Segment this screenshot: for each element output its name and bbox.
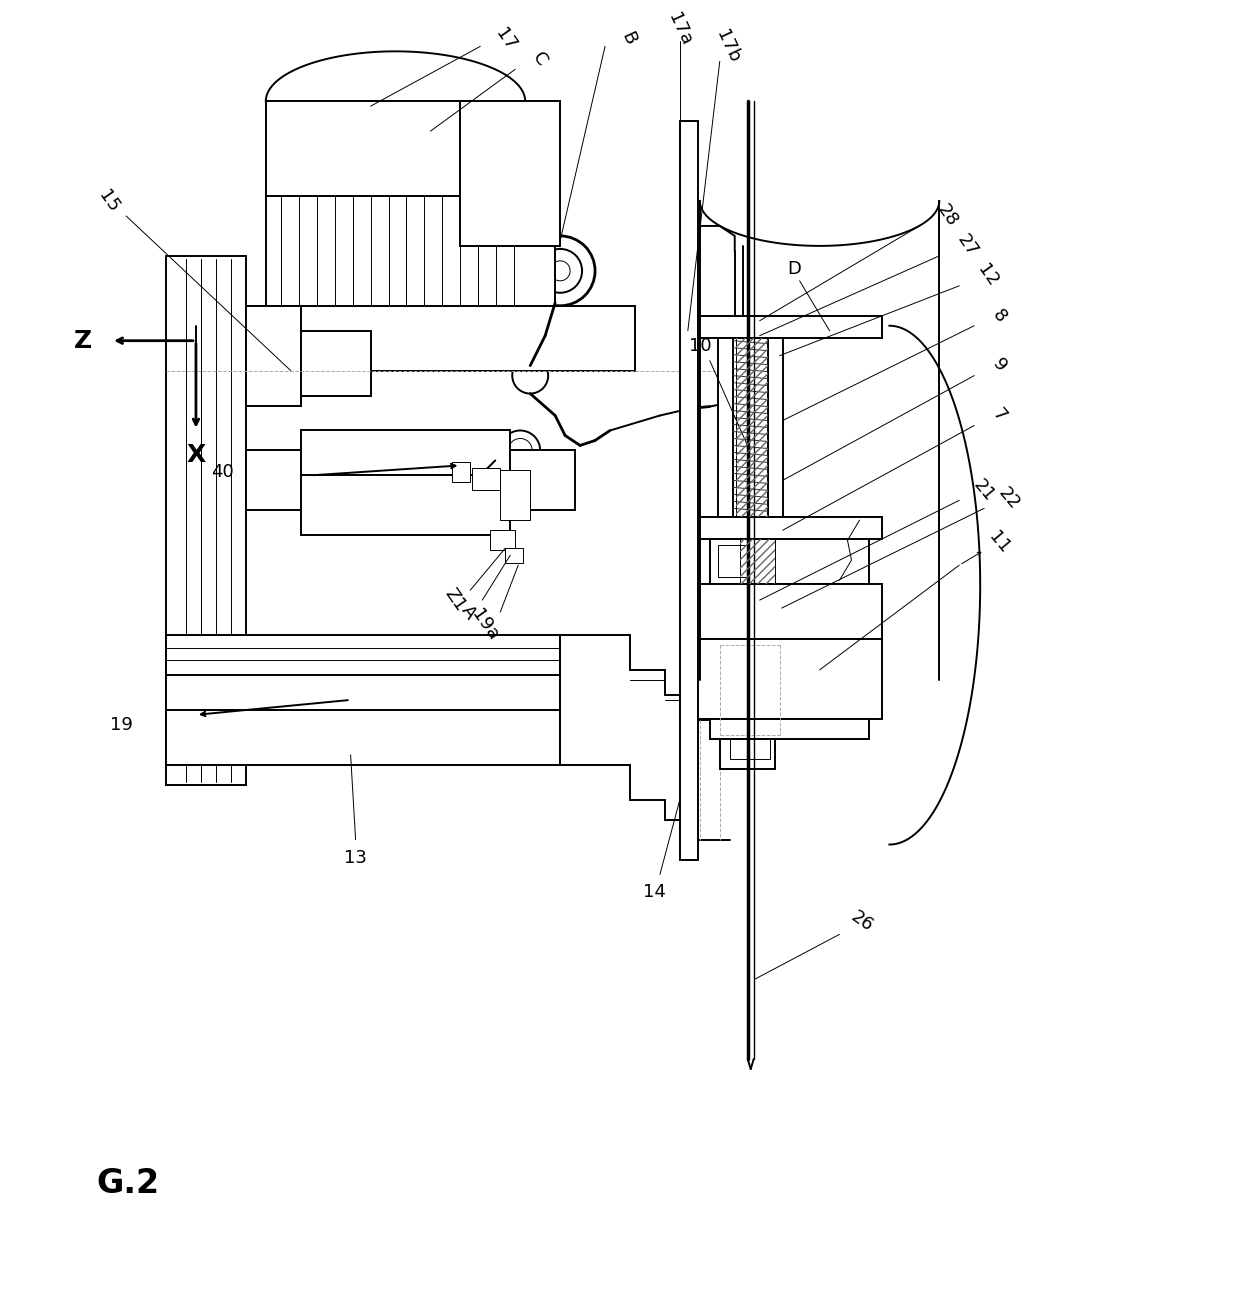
Bar [301, 475, 510, 535]
Bar [265, 101, 556, 196]
Text: G.2: G.2 [97, 1167, 159, 1200]
Bar [460, 101, 560, 246]
Bar [246, 306, 635, 370]
Bar [265, 101, 556, 311]
Text: 21: 21 [970, 475, 998, 505]
Text: 10: 10 [688, 337, 711, 355]
Text: 7: 7 [988, 405, 1009, 426]
Text: 26: 26 [847, 908, 875, 935]
Text: 11: 11 [985, 528, 1013, 557]
Bar [698, 517, 883, 539]
Bar [730, 738, 770, 759]
Bar [166, 675, 560, 710]
Text: 27: 27 [954, 232, 981, 260]
Text: 17a: 17a [665, 10, 696, 49]
Bar [301, 330, 371, 395]
Text: A: A [458, 602, 480, 623]
Text: 22: 22 [994, 484, 1023, 513]
Bar [740, 539, 775, 584]
Bar [698, 584, 883, 638]
Bar [246, 451, 575, 510]
Text: 28: 28 [934, 202, 961, 231]
Bar [709, 719, 869, 738]
Bar [768, 338, 782, 517]
Bar [680, 122, 698, 860]
Text: 12: 12 [973, 262, 1001, 290]
Bar [719, 738, 775, 769]
Bar [301, 430, 510, 475]
Bar [166, 256, 246, 785]
Text: 40: 40 [212, 464, 234, 482]
Text: X: X [186, 443, 206, 467]
Bar [718, 338, 733, 517]
Bar [472, 469, 500, 491]
Text: Z: Z [74, 329, 92, 352]
Bar [246, 306, 301, 405]
Text: D: D [787, 260, 801, 278]
Bar [709, 539, 869, 584]
Bar [505, 548, 523, 563]
Bar [166, 710, 560, 765]
Text: C: C [529, 49, 551, 70]
Bar [453, 462, 470, 482]
Text: 9: 9 [988, 355, 1009, 376]
Text: B: B [618, 28, 639, 48]
Bar [698, 638, 883, 719]
Text: 19a: 19a [469, 606, 502, 644]
Text: 8: 8 [988, 306, 1009, 326]
Text: 13: 13 [345, 848, 367, 866]
Text: 17b: 17b [712, 27, 743, 66]
Text: 17: 17 [491, 25, 520, 54]
Bar [735, 338, 768, 517]
Text: 14: 14 [644, 883, 666, 901]
Bar [718, 545, 748, 578]
Bar [735, 338, 768, 517]
Bar [166, 635, 560, 675]
Text: 15: 15 [95, 186, 123, 215]
Bar [698, 316, 883, 338]
Text: Z1: Z1 [441, 585, 470, 615]
Text: 19: 19 [109, 716, 133, 734]
Bar [740, 539, 775, 584]
Bar [500, 470, 531, 521]
Bar [490, 530, 516, 550]
